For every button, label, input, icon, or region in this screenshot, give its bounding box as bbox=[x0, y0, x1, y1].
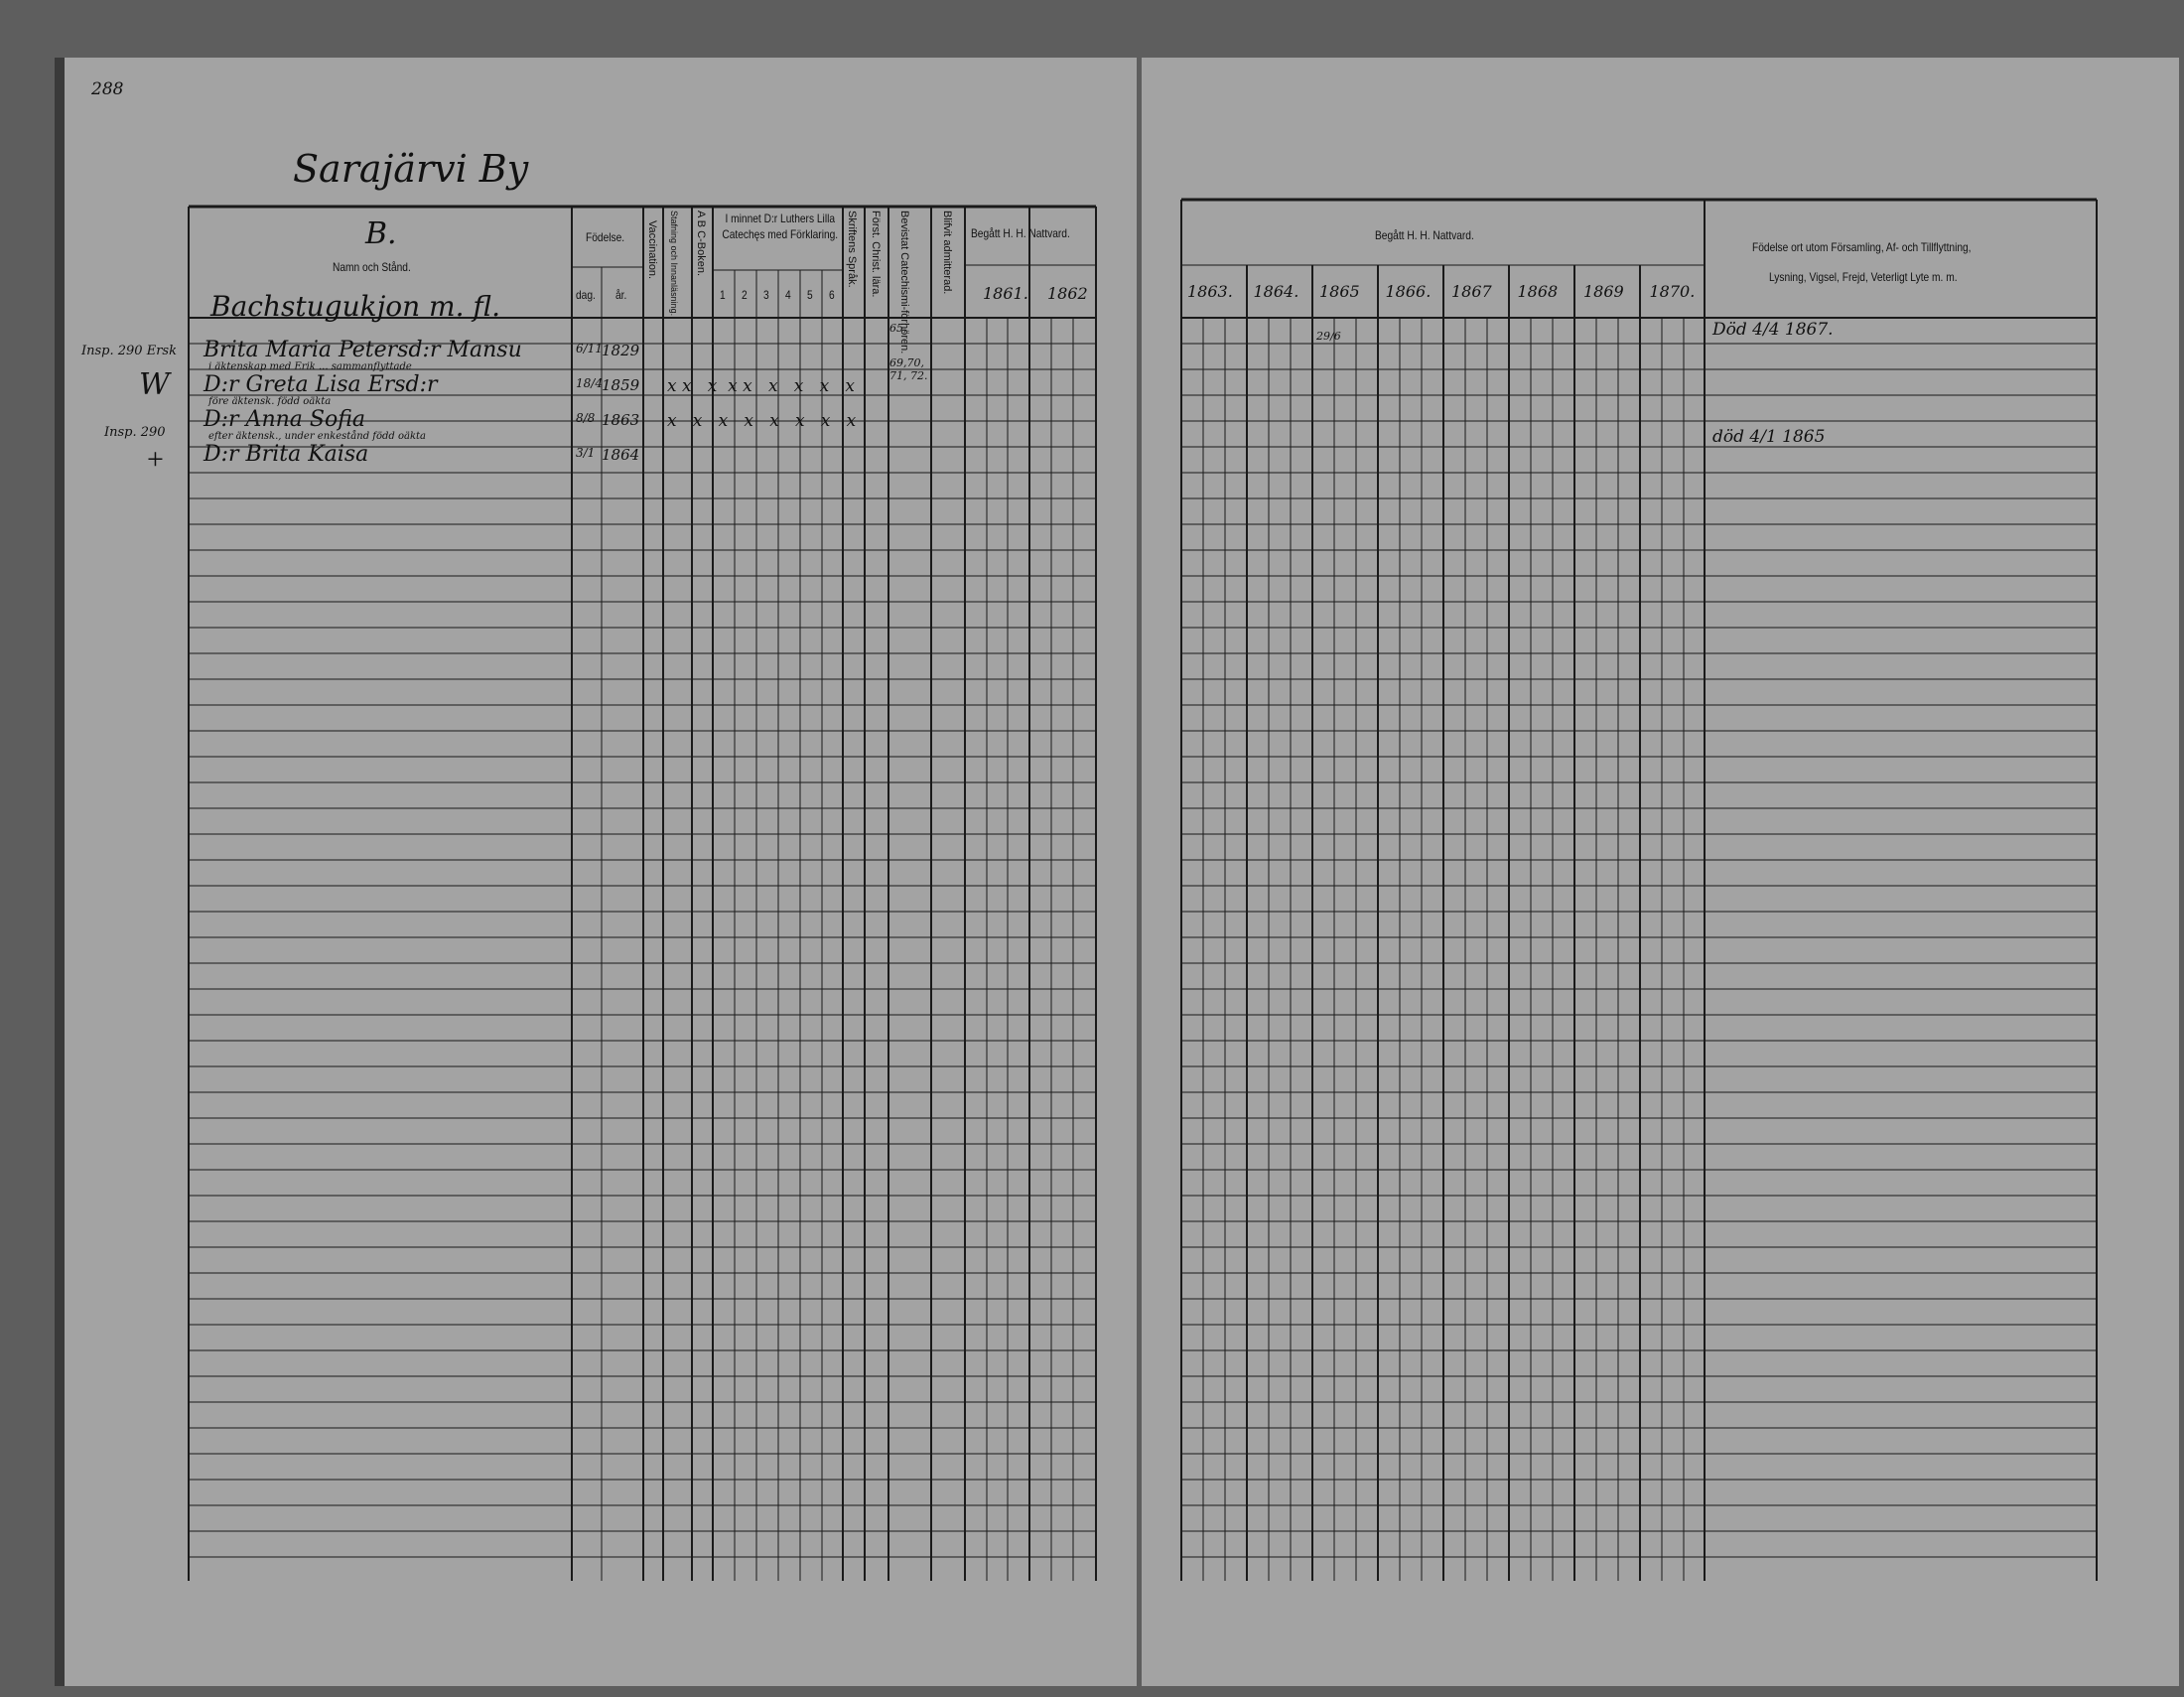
catechism-header: I minnet D:r Luthers Lilla Catechęs med … bbox=[722, 212, 839, 241]
left-page bbox=[55, 58, 1137, 1686]
communion-header-left: Begått H. H. Nattvard. bbox=[971, 226, 1070, 240]
catechism-col-2: 2 bbox=[742, 288, 748, 302]
entry-birth-day: 8/8 bbox=[576, 411, 596, 425]
catechism-col-6: 6 bbox=[829, 288, 835, 302]
entry-catechism-hearing: 69,70, 71, 72. bbox=[889, 356, 928, 382]
entry-knowledge-marks: x x x x x x x x x bbox=[667, 376, 855, 396]
section-letter: B. bbox=[365, 216, 397, 251]
birth-year-header: år. bbox=[615, 288, 627, 302]
entry-birth-year: 1863 bbox=[602, 411, 640, 429]
admitted-header: Blifvit admitterad. bbox=[941, 211, 953, 295]
entry-name: Brita Maria Petersd:r Mansu bbox=[204, 338, 522, 362]
catechism-col-3: 3 bbox=[763, 288, 769, 302]
abc-book-header: A B C-Boken. bbox=[695, 211, 707, 277]
name-header: Namn och Stånd. bbox=[333, 260, 411, 274]
entry-catechism-hearing: 65, bbox=[889, 322, 907, 335]
entry-communion-1865: 29/6 bbox=[1316, 330, 1341, 343]
entry-note: i äktenskap med Erik ... sammanflyttade bbox=[208, 361, 412, 372]
entry-birth-year: 1864 bbox=[602, 446, 640, 464]
year-1869: 1869 bbox=[1583, 282, 1624, 301]
spelling-header: Stafning och Innanläsning. bbox=[669, 211, 679, 317]
entry-note: efter äktensk., under enkestånd född oäk… bbox=[208, 431, 426, 442]
village-title: Sarajärvi By bbox=[293, 147, 529, 191]
margin-note-2: W bbox=[139, 367, 170, 402]
communion-header-right: Begått H. H. Nattvard. bbox=[1375, 228, 1474, 242]
remarks-header-line2: Lysning, Vigsel, Frejd, Veterligt Lyte m… bbox=[1769, 270, 1958, 284]
entry-remark: Död 4/4 1867. bbox=[1712, 320, 1834, 340]
year-1863: 1863. bbox=[1187, 282, 1233, 301]
catechism-col-5: 5 bbox=[807, 288, 813, 302]
entry-name: D:r Anna Sofia bbox=[204, 407, 366, 432]
christian-header: Först. Christ. lära. bbox=[870, 211, 882, 298]
margin-note-1: Insp. 290 Ersk bbox=[81, 344, 177, 358]
entry-birth-day: 3/1 bbox=[576, 446, 596, 460]
right-page bbox=[1142, 58, 2179, 1686]
household-label: Bachstugukjon m. fl. bbox=[210, 290, 500, 323]
year-1862: 1862 bbox=[1047, 284, 1088, 303]
birth-header: Födelse. bbox=[586, 230, 625, 244]
remarks-header-line1: Födelse ort utom Församling, Af- och Til… bbox=[1752, 240, 1972, 254]
year-1866: 1866. bbox=[1385, 282, 1432, 301]
catechism-hearing-header: Bevistat Catechismi-förhören. bbox=[898, 211, 910, 354]
entry-name: D:r Greta Lisa Ersd:r bbox=[204, 372, 438, 397]
entry-name: D:r Brita Kaisa bbox=[204, 442, 369, 467]
entry-birth-day: 6/11 bbox=[576, 342, 603, 355]
page-number: 288 bbox=[91, 79, 124, 99]
entry-remark: död 4/1 1865 bbox=[1712, 427, 1826, 447]
entry-birth-year: 1859 bbox=[602, 376, 640, 394]
birth-day-header: dag. bbox=[576, 288, 596, 302]
year-1868: 1868 bbox=[1517, 282, 1559, 301]
entry-note: före äktensk. född oäkta bbox=[208, 396, 332, 407]
scripture-header: Skriftens Språk. bbox=[846, 211, 858, 288]
year-1864: 1864. bbox=[1253, 282, 1299, 301]
year-1870: 1870. bbox=[1649, 282, 1696, 301]
entry-birth-year: 1829 bbox=[602, 342, 640, 359]
vaccination-header: Vaccination. bbox=[646, 220, 658, 280]
year-1861: 1861. bbox=[983, 284, 1028, 303]
entry-birth-day: 18/4 bbox=[576, 376, 603, 390]
margin-note-3: Insp. 290 bbox=[104, 425, 166, 440]
catechism-col-1: 1 bbox=[720, 288, 726, 302]
year-1865: 1865 bbox=[1319, 282, 1360, 301]
cross-icon: + bbox=[147, 443, 164, 476]
year-1867: 1867 bbox=[1451, 282, 1492, 301]
catechism-col-4: 4 bbox=[785, 288, 791, 302]
entry-knowledge-marks: x x x x x x x x bbox=[667, 411, 857, 431]
